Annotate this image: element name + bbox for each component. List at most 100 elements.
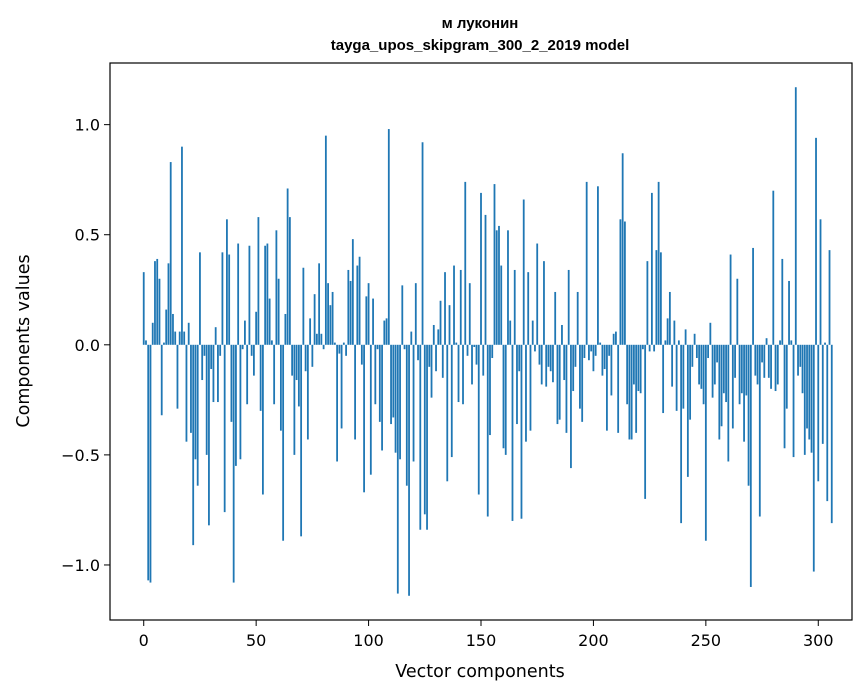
x-tick-label: 250 (691, 631, 722, 650)
bar-205 (603, 344, 606, 370)
bar-281 (774, 344, 777, 392)
bar-265 (738, 344, 741, 405)
bar-103 (374, 344, 377, 405)
bar-286 (785, 344, 788, 409)
bar-58 (273, 344, 276, 405)
bar-293 (801, 344, 804, 394)
bar-152 (484, 214, 487, 345)
bar-168 (520, 344, 523, 519)
bar-257 (720, 344, 723, 427)
bar-262 (731, 344, 734, 429)
bar-29 (208, 344, 210, 526)
bar-91 (347, 269, 350, 345)
bar-287 (788, 280, 790, 345)
bar-277 (765, 338, 768, 345)
bar-250 (704, 344, 707, 541)
bar-306 (830, 344, 833, 524)
bar-189 (567, 269, 570, 345)
bar-192 (574, 344, 577, 367)
bar-24 (196, 344, 199, 486)
bar-180 (547, 344, 550, 367)
bar-271 (752, 247, 754, 345)
bar-76 (313, 294, 316, 345)
bar-219 (635, 344, 638, 433)
bar-45 (244, 320, 246, 345)
bar-134 (444, 272, 446, 345)
bar-9 (163, 342, 165, 345)
bar-1 (145, 340, 147, 345)
bar-247 (698, 344, 700, 385)
bar-27 (203, 344, 206, 356)
bar-110 (390, 344, 392, 425)
bar-93 (351, 239, 354, 345)
bar-13 (172, 313, 174, 345)
bar-194 (579, 344, 581, 409)
bar-36 (223, 344, 226, 513)
bar-130 (435, 344, 437, 372)
bar-138 (453, 265, 455, 345)
bar-94 (354, 344, 356, 440)
bar-49 (253, 344, 255, 376)
bar-145 (468, 283, 471, 345)
bar-184 (556, 344, 559, 425)
bar-65 (288, 217, 291, 345)
bar-40 (232, 344, 235, 583)
bar-141 (459, 269, 462, 345)
bar-191 (572, 344, 575, 392)
bar-53 (262, 344, 264, 495)
bar-111 (392, 344, 395, 418)
bar-131 (437, 329, 440, 345)
bar-47 (248, 245, 251, 345)
bar-214 (624, 221, 626, 345)
bar-119 (410, 331, 413, 345)
bar-261 (729, 254, 732, 345)
bar-290 (794, 87, 797, 345)
bar-278 (767, 344, 770, 378)
bar-4 (151, 322, 154, 345)
bar-294 (803, 344, 806, 455)
bars-group (142, 87, 833, 596)
bar-118 (408, 344, 410, 596)
bar-298 (812, 344, 815, 572)
bar-202 (597, 186, 599, 345)
bar-187 (563, 344, 566, 381)
bar-252 (709, 322, 712, 345)
bar-299 (815, 137, 817, 345)
bar-61 (279, 344, 282, 431)
bar-113 (396, 344, 399, 594)
bar-35 (221, 252, 224, 345)
bar-104 (376, 344, 379, 350)
bar-269 (747, 344, 750, 486)
bar-159 (500, 265, 503, 345)
bar-85 (333, 342, 336, 345)
bar-218 (633, 344, 635, 385)
bar-92 (349, 280, 352, 345)
bar-52 (259, 344, 262, 411)
bar-3 (149, 344, 152, 583)
bar-301 (819, 219, 822, 345)
bar-8 (160, 344, 163, 416)
bar-163 (509, 320, 512, 345)
bar-90 (345, 344, 347, 356)
bar-56 (268, 298, 271, 345)
bar-154 (489, 344, 491, 436)
bar-100 (367, 283, 370, 345)
bar-70 (300, 344, 303, 537)
bar-41 (235, 344, 237, 466)
bar-172 (529, 344, 532, 431)
bar-201 (594, 344, 597, 356)
bar-232 (664, 340, 667, 345)
bar-19 (185, 344, 188, 442)
bar-20 (187, 322, 190, 345)
bar-128 (430, 344, 433, 398)
bar-135 (446, 344, 449, 482)
bar-279 (770, 344, 772, 389)
bar-32 (214, 327, 217, 345)
bar-10 (165, 309, 168, 345)
bar-63 (284, 313, 287, 345)
bar-137 (450, 344, 453, 458)
bar-181 (549, 344, 552, 372)
bar-38 (228, 254, 231, 345)
bar-263 (734, 344, 736, 378)
